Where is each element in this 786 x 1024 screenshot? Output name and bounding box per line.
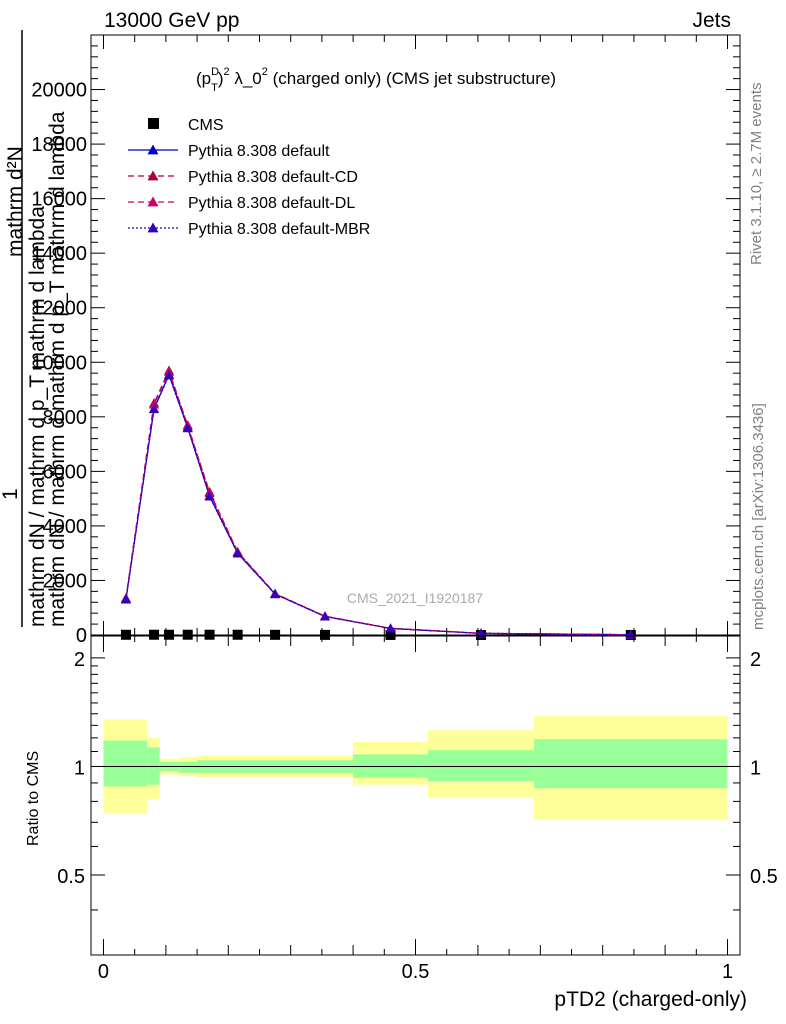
series-marker bbox=[204, 491, 215, 501]
ratio-inner-band bbox=[103, 740, 148, 787]
title-rest: λ_0 bbox=[230, 69, 262, 88]
cms-point bbox=[120, 629, 131, 640]
main-y-axis-label: 1 mathrm d²N mathrm dN / mathrm d p_T ma… bbox=[0, 30, 69, 627]
main-y-tick-label: 18000 bbox=[31, 134, 87, 156]
cms-point bbox=[320, 629, 331, 640]
legend-marker bbox=[148, 118, 159, 129]
title-base: (p bbox=[196, 69, 211, 88]
legend-label: Pythia 8.308 default bbox=[188, 143, 330, 160]
ylabel-bottom-2: mathrm dN / mathrm d mathrm d p_T mathrm… bbox=[46, 111, 69, 627]
main-y-tick-label: 10000 bbox=[31, 352, 87, 374]
title-sub-t: T bbox=[211, 82, 218, 94]
watermark: CMS_2021_I1920187 bbox=[347, 590, 483, 606]
legend-label: Pythia 8.308 default-DL bbox=[188, 195, 355, 212]
ratio-y-tick-label-left: 1 bbox=[74, 757, 85, 779]
series-marker bbox=[164, 370, 175, 380]
series-marker bbox=[182, 423, 193, 433]
cms-point bbox=[270, 629, 281, 640]
cms-point bbox=[164, 629, 175, 640]
chart-title: (pD T)2 λ_02 (charged only) (CMS jet subs… bbox=[196, 66, 556, 94]
x-axis-label: pTD2 (charged-only) bbox=[554, 988, 747, 1011]
series-marker bbox=[270, 589, 281, 599]
rivet-label: Rivet 3.1.10, ≥ 2.7M events bbox=[748, 83, 765, 266]
legend-marker bbox=[147, 170, 159, 181]
legend-label: Pythia 8.308 default-MBR bbox=[188, 221, 370, 238]
cms-point bbox=[182, 629, 193, 640]
ylabel-top: mathrm d²N bbox=[4, 146, 27, 257]
ratio-inner-band bbox=[178, 761, 198, 773]
ratio-inner-band bbox=[534, 739, 728, 789]
ratio-ticks: 0.5 0.5 1 1 2 2 0 0.5 1 bbox=[57, 636, 778, 983]
title-sup-2a: 2 bbox=[223, 66, 229, 78]
series-marker bbox=[476, 628, 487, 638]
series-marker bbox=[120, 594, 131, 604]
header-right: Jets bbox=[692, 9, 731, 32]
main-y-tick-label: 0 bbox=[76, 625, 87, 647]
ylabel-numerator: 1 bbox=[0, 488, 22, 500]
main-y-tick-label: 16000 bbox=[31, 189, 87, 211]
main-y-tick-label: 4000 bbox=[43, 516, 88, 538]
cms-point bbox=[385, 629, 396, 640]
main-series bbox=[120, 365, 636, 640]
main-y-tick-label: 8000 bbox=[43, 407, 88, 429]
x-tick-label: 1 bbox=[722, 961, 733, 983]
ratio-y-tick-label-left: 2 bbox=[74, 649, 85, 671]
ratio-y-axis-label: Ratio to CMS bbox=[25, 751, 42, 846]
ratio-panel: 0.5 0.5 1 1 2 2 0 0.5 1 bbox=[57, 635, 778, 983]
ratio-y-tick-label-right: 1 bbox=[750, 757, 761, 779]
series-marker bbox=[385, 623, 396, 633]
main-y-tick-label: 12000 bbox=[31, 298, 87, 320]
x-tick-label: 0 bbox=[98, 961, 109, 983]
title-tail: (charged only) (CMS jet substructure) bbox=[268, 69, 556, 88]
header-left: 13000 GeV pp bbox=[104, 9, 239, 32]
series-marker bbox=[149, 399, 160, 409]
cms-point bbox=[149, 629, 160, 640]
cms-point bbox=[204, 629, 215, 640]
ratio-y-tick-label-right: 0.5 bbox=[750, 866, 778, 888]
title-sup-d: D bbox=[211, 66, 219, 78]
main-y-tick-label: 20000 bbox=[31, 80, 87, 102]
series-marker bbox=[320, 611, 331, 621]
legend-marker bbox=[147, 144, 159, 155]
series-marker bbox=[149, 404, 160, 414]
legend-marker bbox=[147, 196, 159, 207]
x-tick-label: 0.5 bbox=[402, 961, 430, 983]
legend-marker bbox=[147, 222, 159, 233]
mcplots-label: mcplots.cern.ch [arXiv:1306.3436] bbox=[750, 403, 767, 630]
ylabel-bottom-1: mathrm dN / mathrm d p_T mathrm d lambda bbox=[26, 206, 49, 627]
ratio-y-tick-label-right: 2 bbox=[750, 649, 761, 671]
main-y-tick-label: 2000 bbox=[43, 570, 88, 592]
cms-point bbox=[232, 629, 243, 640]
title-sup-2b: 2 bbox=[262, 66, 268, 78]
main-y-ticks: 0 2000 4000 6000 8000 10000 12000 14000 16000 180… bbox=[31, 35, 740, 647]
ratio-inner-band bbox=[427, 750, 535, 782]
series-marker bbox=[232, 548, 243, 558]
legend-label: Pythia 8.308 default-CD bbox=[188, 169, 358, 186]
legend-label: CMS bbox=[188, 117, 224, 134]
main-y-tick-label: 14000 bbox=[31, 243, 87, 265]
main-y-tick-label: 6000 bbox=[43, 461, 88, 483]
main-panel: 0 2000 4000 6000 8000 10000 12000 14000 16000 180… bbox=[31, 34, 741, 647]
title-mid: ) bbox=[218, 69, 224, 88]
legend: CMS Pythia 8.308 default Pythia 8.308 defa… bbox=[128, 117, 370, 238]
ratio-bands bbox=[103, 716, 728, 821]
ratio-y-tick-label-left: 0.5 bbox=[57, 866, 85, 888]
